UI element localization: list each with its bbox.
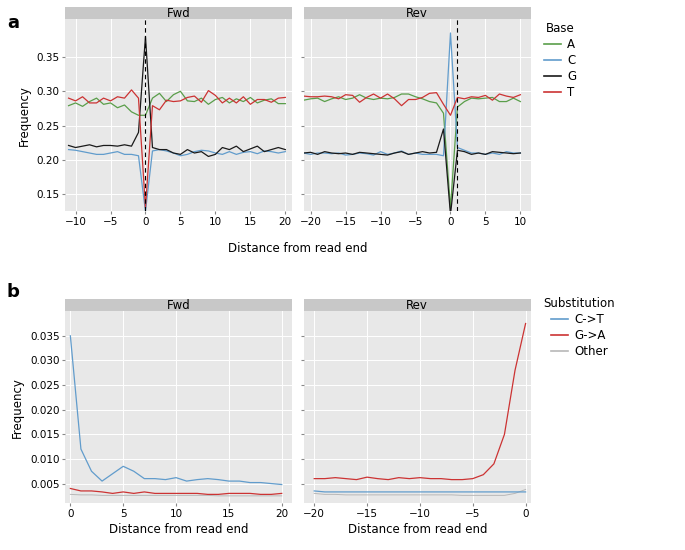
Text: a: a: [7, 14, 19, 32]
Text: b: b: [7, 283, 20, 301]
Text: Rev: Rev: [406, 7, 428, 20]
Y-axis label: Frequency: Frequency: [18, 85, 31, 146]
X-axis label: Distance from read end: Distance from read end: [109, 523, 249, 536]
Legend: A, C, G, T: A, C, G, T: [544, 23, 576, 99]
X-axis label: Distance from read end: Distance from read end: [347, 523, 487, 536]
Text: Fwd: Fwd: [167, 299, 190, 312]
Text: Fwd: Fwd: [167, 7, 190, 20]
Y-axis label: Frequency: Frequency: [12, 377, 25, 438]
Legend: C->T, G->A, Other: C->T, G->A, Other: [544, 298, 615, 358]
Text: Distance from read end: Distance from read end: [228, 241, 368, 255]
Text: Rev: Rev: [406, 299, 428, 312]
